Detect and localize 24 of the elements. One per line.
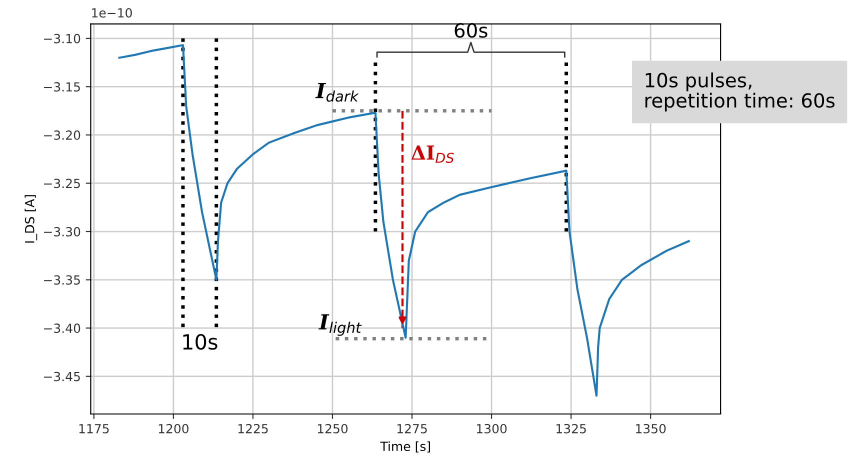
- x-tick-label: 1225: [238, 424, 268, 434]
- y-tick-label: −3.40: [44, 324, 80, 333]
- annotation: I$_{light}$: [318, 314, 362, 336]
- annotation: I$_{dark}$: [315, 82, 359, 102]
- text: 1e−10: [92, 8, 132, 18]
- y-tick-label: −3.25: [44, 178, 80, 188]
- y-tick-label: −3.10: [44, 34, 80, 44]
- x-tick-label: 1275: [397, 424, 427, 434]
- y-tick-label: −3.35: [44, 275, 80, 285]
- y-tick-label: −3.30: [44, 226, 80, 236]
- annotation: 10s pulses, repetition time: 60s: [645, 72, 835, 112]
- y-axis-title: I_DS [A]: [24, 195, 38, 243]
- x-tick-label: 1300: [477, 424, 507, 434]
- x-tick-label: 1175: [79, 424, 109, 434]
- annotation: ΔI$_{DS}$: [411, 145, 454, 163]
- y-tick-label: −3.45: [44, 372, 80, 382]
- y-tick-label: −3.20: [44, 130, 80, 140]
- x-axis-title: Time [s]: [380, 441, 430, 453]
- x-tick-label: 1200: [158, 424, 189, 434]
- x-tick-label: 1250: [318, 424, 348, 434]
- y-tick-label: −3.15: [44, 82, 80, 92]
- annotation: 10s: [183, 334, 218, 350]
- x-tick-label: 1350: [636, 424, 666, 434]
- x-tick-label: 1325: [556, 424, 586, 434]
